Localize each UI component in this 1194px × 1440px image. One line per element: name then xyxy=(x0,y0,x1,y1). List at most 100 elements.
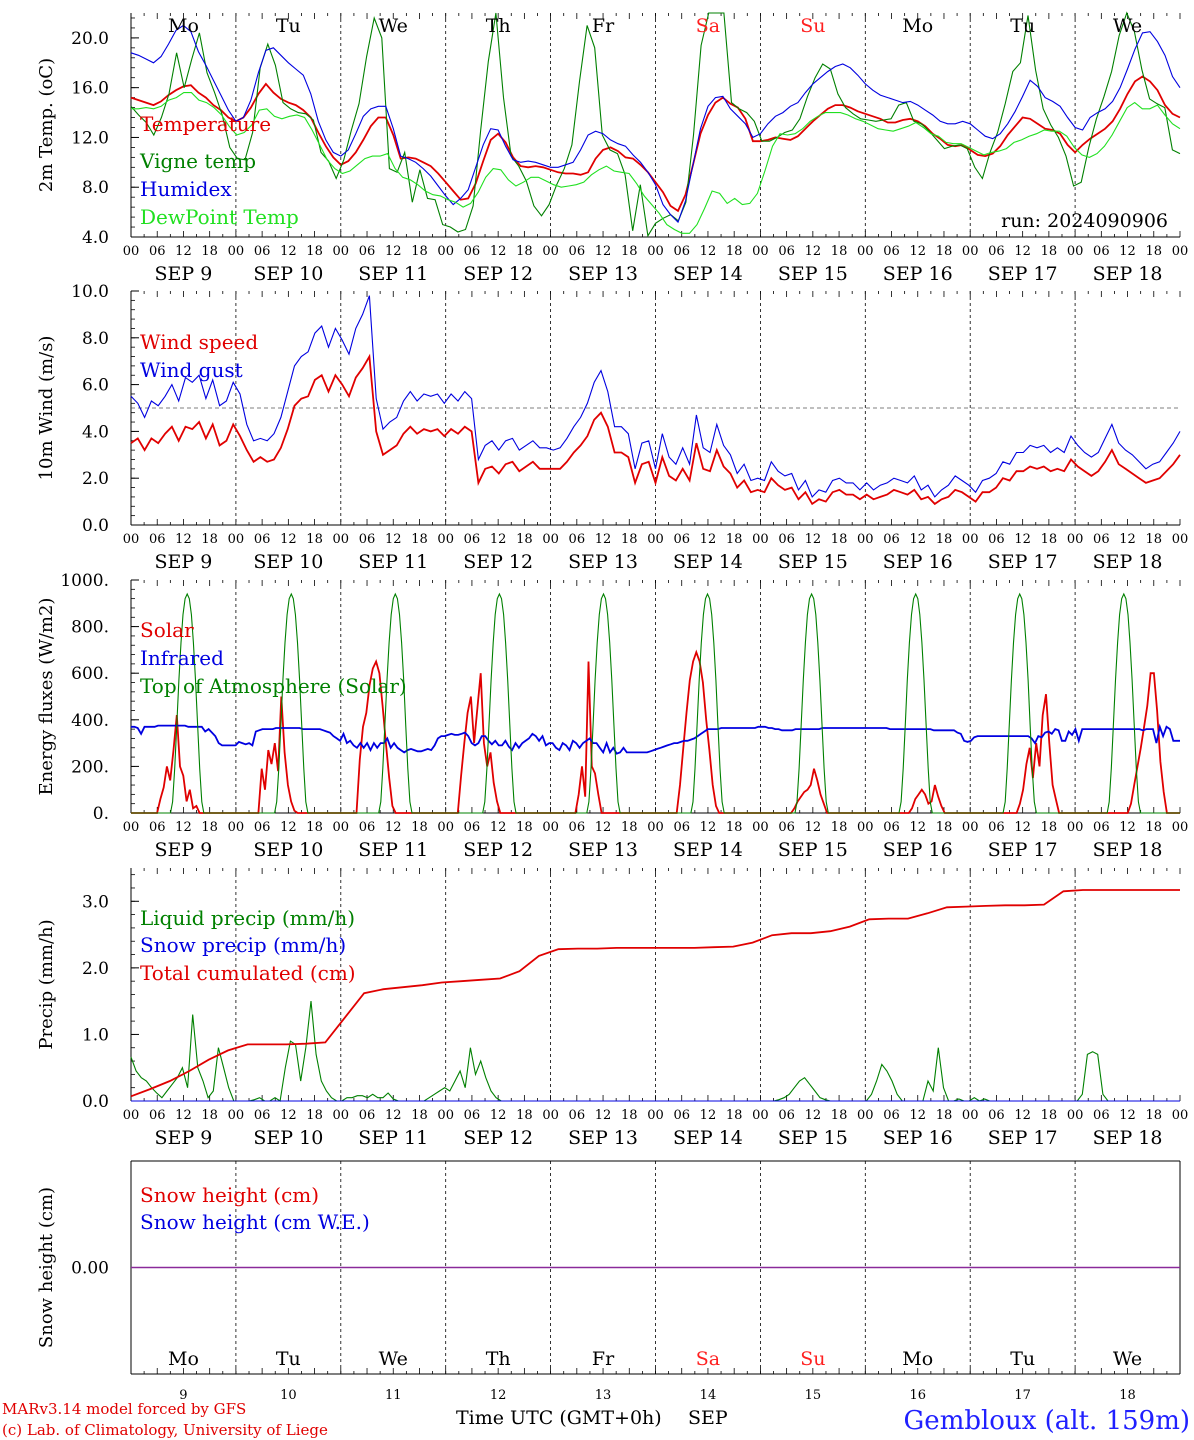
hour-tick-label: 12 xyxy=(595,532,612,547)
date-label: SEP 9 xyxy=(155,551,213,573)
weekday-label: We xyxy=(379,1348,408,1370)
date-label: SEP 17 xyxy=(988,1127,1058,1149)
weekday-label: Tu xyxy=(1010,15,1035,37)
y-tick-label: 10.0 xyxy=(71,282,109,302)
hour-tick-label: 00 xyxy=(962,244,979,259)
hour-tick-label: 06 xyxy=(569,244,586,259)
date-label: SEP 12 xyxy=(463,263,533,285)
date-label: SEP 10 xyxy=(253,551,323,573)
hour-tick-label: 18 xyxy=(201,820,218,835)
legend-entry: Top of Atmosphere (Solar) xyxy=(140,674,407,698)
series-line-temp-0 xyxy=(130,75,1181,213)
hour-tick-label: 18 xyxy=(516,1108,533,1123)
date-label: SEP 17 xyxy=(988,551,1058,573)
y-tick-label: 0.0 xyxy=(82,516,109,536)
hour-tick-label: 12 xyxy=(805,820,822,835)
date-label: SEP 11 xyxy=(358,839,428,861)
weekday-label: Su xyxy=(800,15,825,37)
y-tick-label: 4.0 xyxy=(82,422,109,442)
legend-entry: Solar xyxy=(140,618,194,642)
y-tick-label: 16.0 xyxy=(71,79,109,99)
y-tick-label: 20.0 xyxy=(71,29,109,49)
hour-tick-label: 12 xyxy=(175,532,192,547)
hour-tick-label: 18 xyxy=(306,244,323,259)
hour-tick-label: 06 xyxy=(359,820,376,835)
hour-tick-label: 06 xyxy=(1093,820,1110,835)
y-tick-label: 0. xyxy=(93,804,109,824)
hour-tick-label: 12 xyxy=(1119,532,1136,547)
hour-tick-label: 06 xyxy=(464,532,481,547)
hour-tick-label: 12 xyxy=(909,820,926,835)
legend-entry: Snow height (cm W.E.) xyxy=(140,1210,370,1234)
hour-tick-label: 06 xyxy=(569,820,586,835)
hour-tick-label: 06 xyxy=(778,532,795,547)
date-label: SEP 14 xyxy=(673,839,743,861)
hour-tick-label: 18 xyxy=(936,820,953,835)
hour-tick-label: 06 xyxy=(988,820,1005,835)
hour-tick-label: 06 xyxy=(149,820,166,835)
weekday-label: We xyxy=(379,15,408,37)
hour-tick-label: 12 xyxy=(805,532,822,547)
hour-tick-label: 18 xyxy=(516,820,533,835)
hour-tick-label: 00 xyxy=(857,820,874,835)
y-tick-label: 8.0 xyxy=(82,329,109,349)
hour-tick-label: 00 xyxy=(1067,532,1084,547)
hour-tick-label: 00 xyxy=(752,820,769,835)
weekday-label: Fr xyxy=(592,1348,615,1370)
series-line-precip-2 xyxy=(130,889,1180,1098)
panel-wind: 0.0 2.0 4.0 6.0 8.0 10.0 10m Wind (m/s) Wind sp… xyxy=(36,282,1188,573)
hour-tick-label: 18 xyxy=(831,1108,848,1123)
hour-tick-label: 12 xyxy=(700,532,717,547)
hour-tick-label: 00 xyxy=(857,1108,874,1123)
y-tick-label: 3.0 xyxy=(82,892,109,912)
hour-tick-label: 06 xyxy=(254,244,271,259)
hour-tick-label: 00 xyxy=(857,532,874,547)
hour-tick-label: 00 xyxy=(333,244,350,259)
legend-entry: Humidex xyxy=(140,177,232,201)
legend-entry: Temperature xyxy=(140,112,271,136)
hour-tick-label: 06 xyxy=(883,820,900,835)
hour-tick-label: 06 xyxy=(988,244,1005,259)
hour-tick-label: 00 xyxy=(437,244,454,259)
legend-entry: Liquid precip (mm/h) xyxy=(140,906,355,930)
hour-tick-label: 06 xyxy=(254,1108,271,1123)
hour-tick-label: 00 xyxy=(1172,1108,1189,1123)
series-line-temp-1 xyxy=(130,11,1181,238)
date-label: SEP 14 xyxy=(673,263,743,285)
hour-tick-label: 06 xyxy=(778,820,795,835)
hour-tick-label: 12 xyxy=(490,532,507,547)
date-label: SEP 16 xyxy=(883,551,953,573)
hour-tick-label: 18 xyxy=(306,532,323,547)
legend-entry: Vigne temp xyxy=(139,149,256,173)
hour-tick-label: 06 xyxy=(149,1108,166,1123)
date-label: SEP 12 xyxy=(463,551,533,573)
hour-tick-label: 06 xyxy=(464,820,481,835)
hour-tick-label: 00 xyxy=(752,532,769,547)
date-label: SEP 10 xyxy=(253,1127,323,1149)
date-label: SEP 18 xyxy=(1093,1127,1163,1149)
hour-tick-label: 12 xyxy=(1119,820,1136,835)
hour-tick-label: 18 xyxy=(1041,532,1058,547)
hour-tick-label: 06 xyxy=(673,820,690,835)
hour-tick-label: 12 xyxy=(1014,820,1031,835)
date-label: SEP 13 xyxy=(568,839,638,861)
hour-tick-label: 06 xyxy=(883,532,900,547)
hour-tick-label: 18 xyxy=(1041,820,1058,835)
date-label: SEP 15 xyxy=(778,1127,848,1149)
y-tick-label: 8.0 xyxy=(82,178,109,198)
y-tick-label: 0.00 xyxy=(71,1259,109,1279)
hour-tick-label: 06 xyxy=(1093,532,1110,547)
hour-tick-label: 00 xyxy=(1067,244,1084,259)
y-tick-label: 2.0 xyxy=(82,959,109,979)
date-label: SEP 17 xyxy=(988,839,1058,861)
hour-tick-label: 00 xyxy=(1172,532,1189,547)
hour-tick-label: 12 xyxy=(595,820,612,835)
hour-tick-label: 00 xyxy=(228,1108,245,1123)
hour-tick-label: 00 xyxy=(1067,1108,1084,1123)
series-line-wind-1 xyxy=(130,295,1181,498)
hour-tick-label: 00 xyxy=(123,1108,140,1123)
hour-tick-label: 12 xyxy=(909,244,926,259)
hour-tick-label: 00 xyxy=(333,820,350,835)
legend-entry: Total cumulated (cm) xyxy=(140,961,356,985)
hour-tick-label: 18 xyxy=(621,1108,638,1123)
